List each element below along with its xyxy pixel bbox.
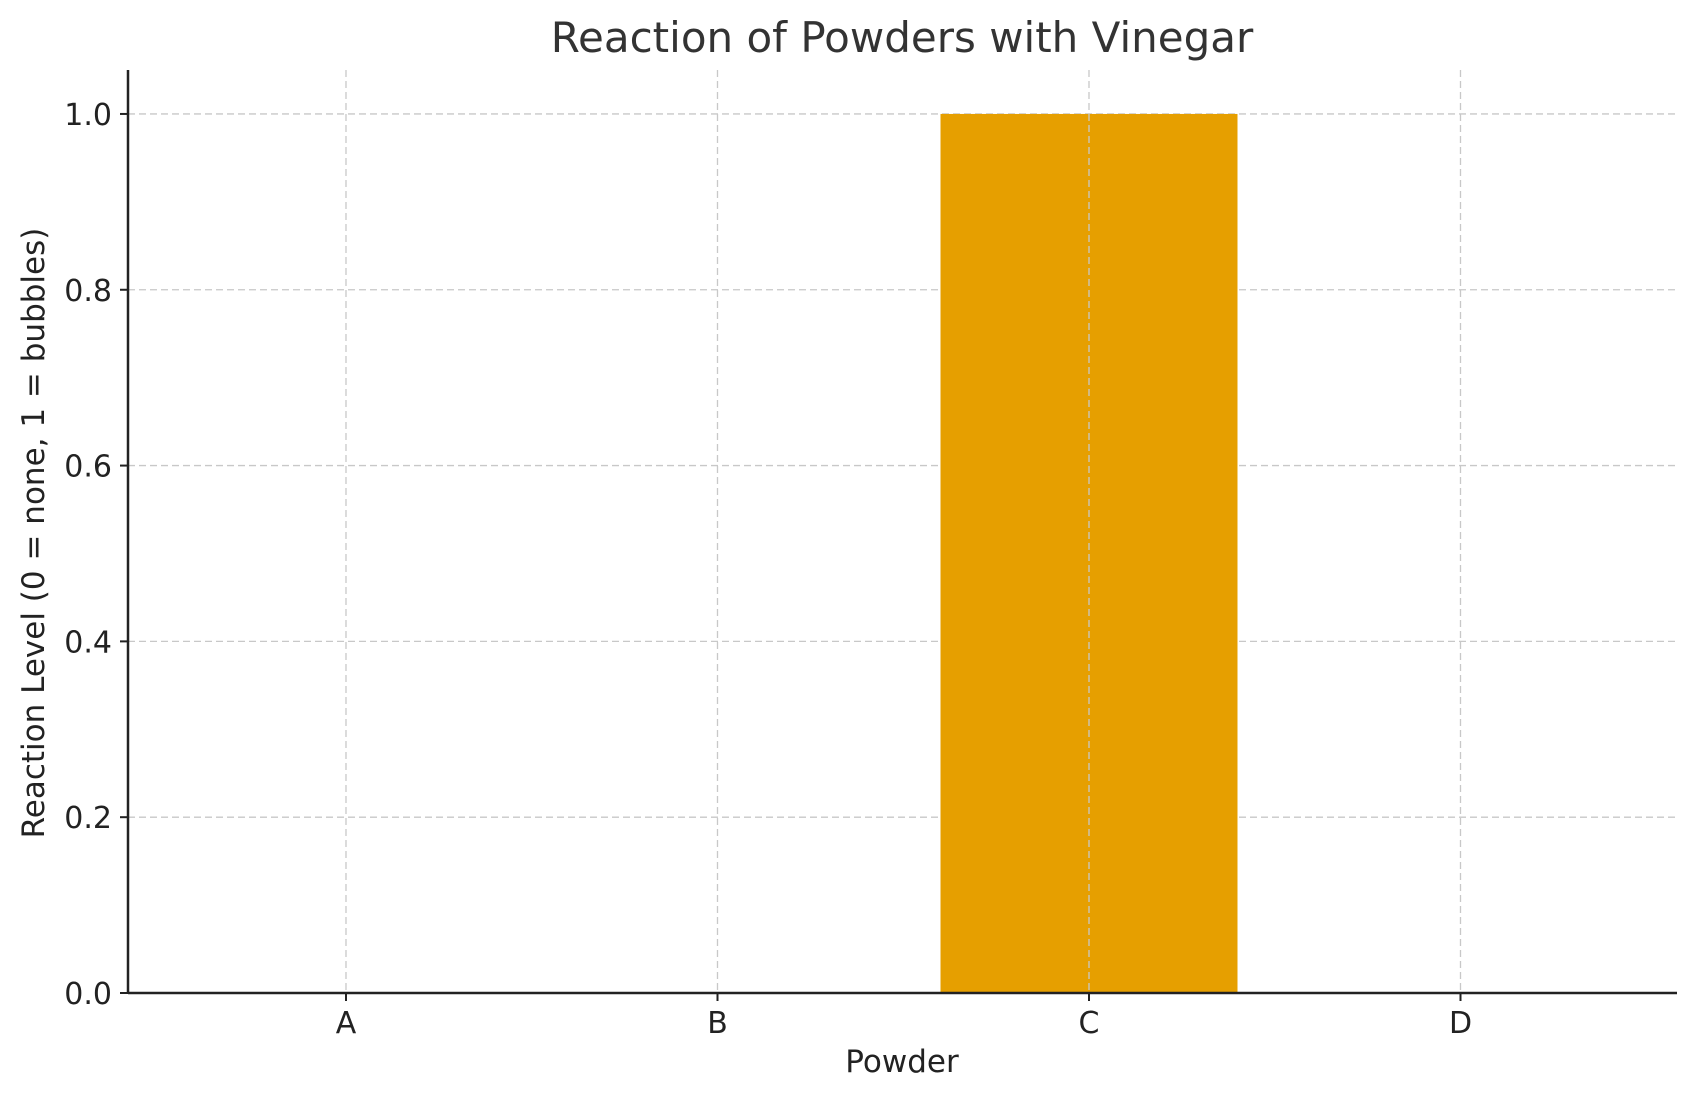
y-tick-label: 0.2 bbox=[64, 801, 112, 836]
x-tick-label: C bbox=[1079, 1006, 1100, 1041]
axes bbox=[126, 70, 1677, 995]
y-tick-label: 0.4 bbox=[64, 625, 112, 660]
bars bbox=[345, 70, 1462, 993]
y-axis-label: Reaction Level (0 = none, 1 = bubbles) bbox=[16, 228, 52, 839]
y-tick-label: 0.0 bbox=[64, 977, 112, 1012]
x-axis-label: Powder bbox=[845, 1044, 959, 1080]
x-tick-label: A bbox=[336, 1006, 357, 1041]
y-tick-label: 1.0 bbox=[64, 98, 112, 133]
y-tick-label: 0.8 bbox=[64, 274, 112, 309]
x-tick-label: B bbox=[707, 1006, 728, 1041]
y-tick-label: 0.6 bbox=[64, 450, 112, 485]
bar-c bbox=[940, 113, 1238, 993]
ticks: 0.0 0.2 0.4 0.6 0.8 1.0 A B C D bbox=[64, 98, 1472, 1041]
x-tick-label: D bbox=[1449, 1006, 1472, 1041]
chart-title: Reaction of Powders with Vinegar bbox=[551, 13, 1254, 62]
